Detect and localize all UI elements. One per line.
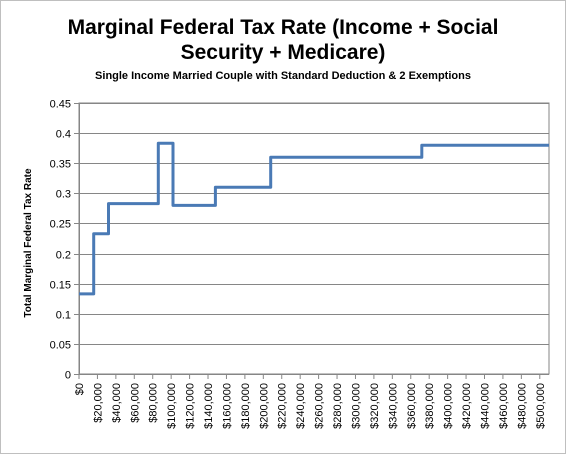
x-tick-label: $260,000 xyxy=(314,383,326,429)
y-axis-label: Total Marginal Federal Tax Rate xyxy=(23,168,34,318)
x-tick-label: $180,000 xyxy=(240,383,252,429)
x-tick-label: $0 xyxy=(74,383,86,395)
y-tick-label: 0.25 xyxy=(50,219,71,231)
series-layer xyxy=(79,141,549,296)
x-tick-label: $460,000 xyxy=(498,383,510,429)
x-tick-label: $100,000 xyxy=(166,383,178,429)
x-tick-label: $160,000 xyxy=(221,383,233,429)
axis-layer: 0 0.05 0.1 0.15 0.2 0.25 0.3 0.35 0.4 0.45 $0 $20,0… xyxy=(50,99,549,429)
y-tick-label: 0.4 xyxy=(56,129,71,141)
y-tick-label: 0.1 xyxy=(56,310,71,322)
x-tick-label: $20,000 xyxy=(92,383,104,423)
chart-title-line2: Security + Medicare) xyxy=(180,41,386,64)
y-tick-label: 0.3 xyxy=(56,189,71,201)
y-tick-label: 0 xyxy=(65,370,71,382)
x-tick-label: $340,000 xyxy=(387,383,399,429)
x-tick-label: $400,000 xyxy=(443,383,455,429)
x-tick-label: $60,000 xyxy=(129,383,141,423)
x-tick-label: $440,000 xyxy=(479,383,491,429)
x-tick-label: $120,000 xyxy=(185,383,197,429)
x-tick-label: $40,000 xyxy=(111,383,123,423)
x-tick-label: $240,000 xyxy=(295,383,307,429)
x-tick-label: $80,000 xyxy=(148,383,160,423)
x-tick-label: $300,000 xyxy=(350,383,362,429)
plot-area-border xyxy=(78,102,550,375)
x-tick-label: $420,000 xyxy=(461,383,473,429)
y-tick-label: 0.15 xyxy=(50,280,71,292)
x-tick-label: $140,000 xyxy=(203,383,215,429)
x-tick-label: $200,000 xyxy=(258,383,270,429)
x-tick-label: $480,000 xyxy=(516,383,528,429)
chart-title-line1: Marginal Federal Tax Rate (Income + Soci… xyxy=(67,16,499,39)
chart-subtitle: Single Income Married Couple with Standa… xyxy=(95,70,471,82)
series-line xyxy=(79,141,549,296)
x-tick-label: $320,000 xyxy=(369,383,381,429)
x-tick-label: $500,000 xyxy=(535,383,547,429)
y-tick-label: 0.45 xyxy=(50,99,71,111)
x-tick-label: $220,000 xyxy=(277,383,289,429)
x-tick-label: $280,000 xyxy=(332,383,344,429)
x-tick-label: $380,000 xyxy=(424,383,436,429)
y-tick-label: 0.2 xyxy=(56,250,71,262)
x-tick-label: $360,000 xyxy=(406,383,418,429)
y-tick-label: 0.35 xyxy=(50,159,71,171)
y-tick-label: 0.05 xyxy=(50,340,71,352)
grid-layer xyxy=(78,102,550,375)
